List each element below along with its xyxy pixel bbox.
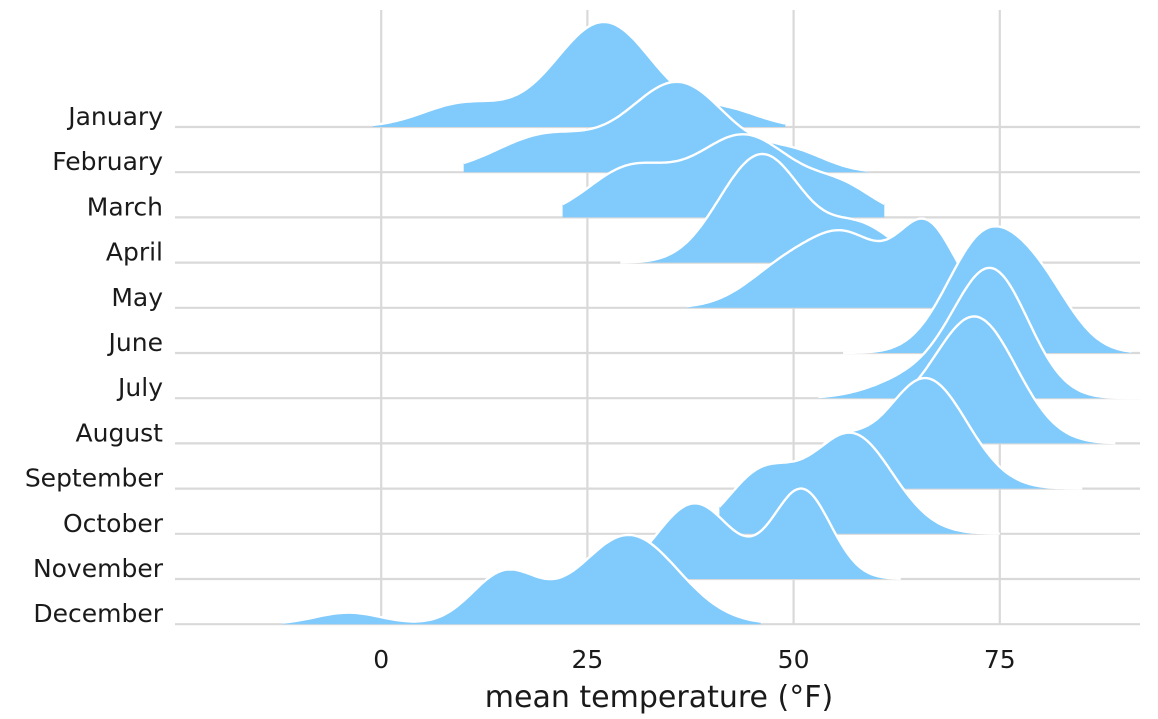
month-label-june: June	[107, 328, 163, 357]
month-label-january: January	[66, 102, 163, 131]
x-tick-label-50: 50	[778, 645, 810, 674]
month-label-may: May	[111, 283, 163, 312]
month-label-august: August	[76, 418, 164, 447]
month-label-october: October	[63, 509, 164, 538]
month-labels: January February March April May June July Augu…	[25, 102, 164, 628]
x-tick-label-25: 25	[571, 645, 603, 674]
month-label-april: April	[106, 238, 163, 267]
month-label-november: November	[33, 554, 164, 583]
month-label-september: September	[25, 464, 164, 493]
month-label-march: March	[87, 192, 163, 221]
x-tick-label-75: 75	[984, 645, 1016, 674]
x-axis-title: mean temperature (°F)	[485, 680, 833, 715]
x-tick-labels: 0 25 50 75	[373, 645, 1015, 674]
month-label-july: July	[116, 373, 163, 402]
month-label-december: December	[33, 599, 163, 628]
month-label-february: February	[52, 147, 163, 176]
x-tick-label-0: 0	[373, 645, 389, 674]
